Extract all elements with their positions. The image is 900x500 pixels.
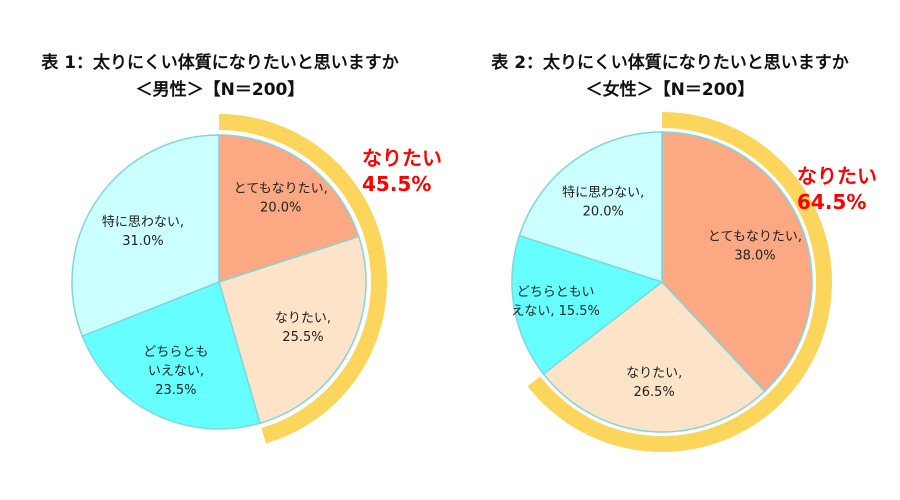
chart-1-callout-arc — [219, 114, 388, 444]
chart-1-callout: なりたい 45.5% — [362, 145, 442, 197]
chart-2-slice-4-label: 特に思わない, 20.0% — [562, 186, 644, 220]
chart-1-slice-1-label: とてもなりたい, 20.0% — [234, 182, 328, 216]
chart-1-subtitle: ＜男性＞【N＝200】 — [135, 80, 305, 100]
chart-2-slice-1 — [661, 131, 813, 393]
chart-2-slice-2-label: なりたい, 26.5% — [626, 366, 682, 400]
chart-2-slice-4 — [518, 131, 663, 284]
chart-1-slice-2 — [218, 235, 367, 425]
chart-2-callout-value: 64.5% — [797, 190, 867, 214]
chart-2-slice-3-label: どちらともいえない, 15.5% — [511, 285, 600, 319]
chart-2-title: 表 2：太りにくい体質になりたいと思いますか ＜女性＞【N＝200】 — [445, 50, 895, 104]
chart-1-slice-2-label: なりたい, 25.5% — [275, 311, 331, 345]
chart-1-slice-4-label: 特に思わない, 31.0% — [102, 215, 184, 249]
chart-2-slice-1-label: とてもなりたい, 38.0% — [708, 230, 802, 264]
chart-1-callout-value: 45.5% — [362, 172, 432, 196]
chart-2-callout-label: なりたい — [797, 164, 877, 188]
chart-1-title-line: 表 1：太りにくい体質になりたいと思いますか — [41, 53, 399, 73]
chart-1-slice-4 — [71, 134, 220, 338]
chart-2-subtitle: ＜女性＞【N＝200】 — [585, 80, 755, 100]
chart-2-title-line: 表 2：太りにくい体質になりたいと思いますか — [491, 53, 849, 73]
chart-1-title: 表 1：太りにくい体質になりたいと思いますか ＜男性＞【N＝200】 — [0, 50, 440, 104]
chart-1-slice-1 — [218, 134, 360, 284]
chart-2-slice-2 — [542, 280, 766, 433]
chart-2-callout: なりたい 64.5% — [797, 163, 877, 215]
chart-1-slice-3-label: どちらともいえない, 23.5% — [143, 345, 208, 398]
chart-1-callout-label: なりたい — [362, 146, 442, 170]
